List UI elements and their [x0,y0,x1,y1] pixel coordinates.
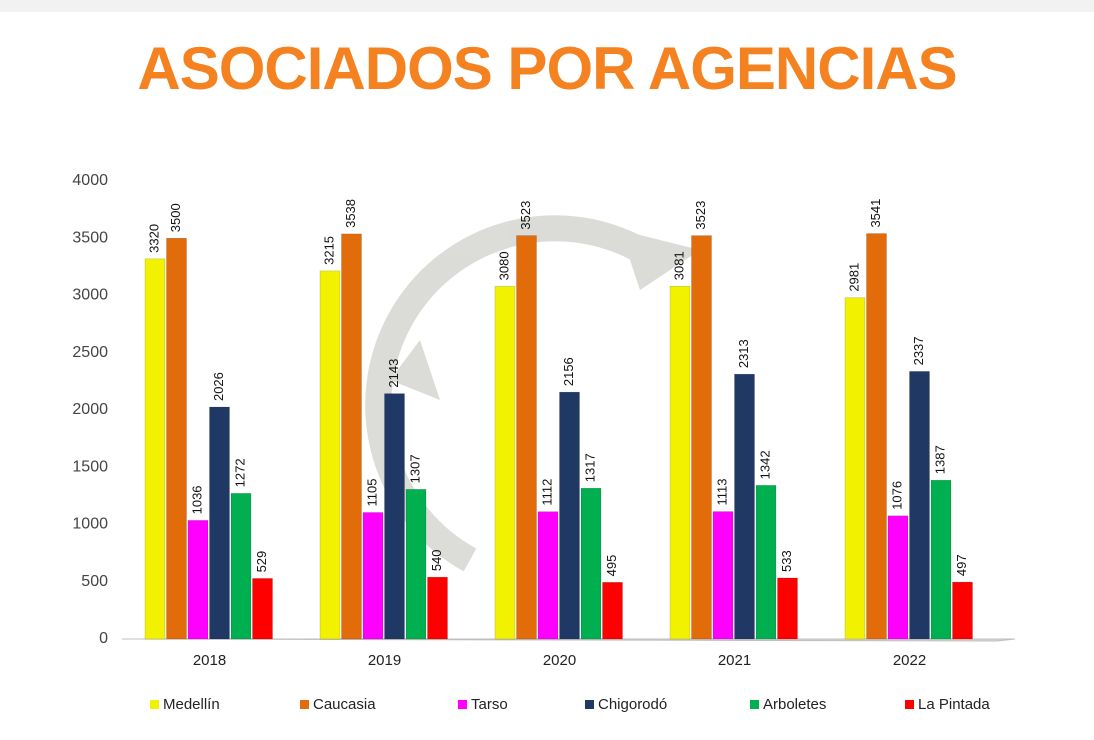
data-label: 3541 [868,199,883,228]
data-label: 3320 [146,224,161,253]
bar [538,512,558,639]
data-label: 2026 [211,372,226,401]
data-label: 1317 [582,453,597,482]
chart: ASOCIADOS POR AGENCIAS 0 500 1000 1500 2000 2… [0,0,1094,740]
bar [713,512,733,639]
bar [735,374,755,639]
bar [231,493,251,639]
bar [428,577,448,639]
y-tick-label: 3500 [72,229,108,246]
legend-marker [585,700,594,709]
bar [845,298,865,639]
legend-label: Medellín [163,696,220,713]
data-label: 3538 [343,199,358,228]
bar [953,582,973,639]
data-label: 1387 [932,445,947,474]
data-label: 1113 [714,479,729,506]
data-label: 2313 [736,339,751,368]
bar [931,480,951,639]
data-label: 3523 [518,201,533,230]
bar [692,236,712,639]
y-tick-label: 3000 [72,287,108,304]
data-label: 2156 [561,357,576,386]
data-label: 2981 [846,263,861,292]
data-label: 3215 [321,236,336,265]
data-label: 3500 [168,203,183,232]
bar [756,485,776,639]
bar [581,488,601,639]
legend-label: Arboletes [763,696,826,713]
data-label: 1342 [757,450,772,479]
bar [406,489,426,639]
legend-label: Tarso [471,696,508,713]
y-tick-label: 1500 [72,458,108,475]
bar [363,512,383,639]
legend-marker [300,700,309,709]
data-label: 3523 [693,201,708,230]
bar [867,234,887,639]
bar [778,578,798,639]
data-label: 1307 [407,454,422,483]
data-label: 540 [429,549,444,571]
data-label: 495 [604,555,619,577]
data-label: 1105 [364,479,379,507]
y-tick-label: 500 [81,573,108,590]
top-border [0,0,1094,12]
data-label: 1036 [189,485,204,514]
y-tick-label: 2000 [72,401,108,418]
data-label: 497 [954,554,969,576]
data-label: 533 [779,550,794,572]
bar [385,394,405,639]
data-label: 3080 [496,251,511,280]
bar [910,371,930,639]
legend-label: Chigorodó [598,696,667,713]
bar [167,238,187,639]
legend-marker [150,700,159,709]
bar [670,286,690,639]
data-label: 529 [254,551,269,573]
bar [495,286,515,639]
legend-label: La Pintada [918,696,990,713]
x-tick-label: 2020 [543,652,576,669]
data-label: 1112 [539,479,554,506]
bar [320,271,340,639]
data-label: 2337 [911,336,926,365]
bar [210,407,230,639]
legend-marker [750,700,759,709]
legend-marker [905,700,914,709]
y-tick-label: 1000 [72,516,108,533]
data-label: 1076 [889,481,904,510]
bar [145,259,165,639]
x-tick-label: 2018 [193,652,226,669]
chart-title: ASOCIADOS POR AGENCIAS [137,35,956,102]
y-tick-label: 0 [99,630,108,647]
bar [253,578,273,639]
legend-marker [458,700,467,709]
bar [560,392,580,639]
bar [188,520,208,639]
data-label: 3081 [671,251,686,280]
x-tick-label: 2019 [368,652,401,669]
x-tick-label: 2022 [893,652,926,669]
y-tick-label: 4000 [72,172,108,189]
bar [517,236,537,639]
bar [603,582,623,639]
data-label: 2143 [386,359,401,388]
legend-label: Caucasia [313,696,376,713]
bar [342,234,362,639]
y-tick-label: 2500 [72,344,108,361]
data-label: 1272 [232,458,247,487]
bar [888,516,908,639]
x-tick-label: 2021 [718,652,751,669]
